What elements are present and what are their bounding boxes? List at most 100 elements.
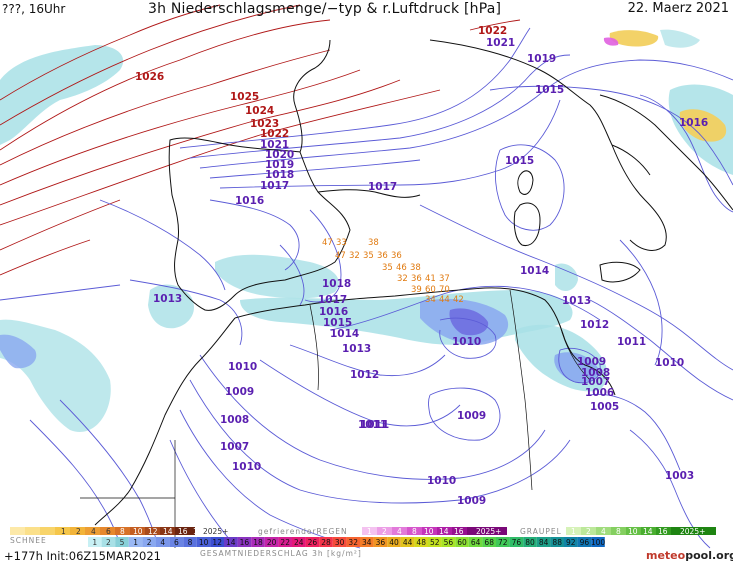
legend-label: 56	[444, 538, 454, 547]
isobar-1024	[0, 69, 361, 186]
legend-swatch	[10, 527, 25, 535]
coast-sicily	[599, 261, 641, 283]
isobar-labels-high: 1026 1025 1024 1023 1022 1022	[135, 25, 507, 140]
legend-total-title: GESAMTNIEDERSCHLAG 3h [kg/m²]	[200, 549, 362, 558]
coastlines	[80, 39, 733, 548]
legend-swatch	[88, 537, 102, 547]
legend-label: 8	[188, 538, 193, 547]
legend-label: 12	[212, 538, 222, 547]
legend-label: 5	[120, 538, 125, 547]
isobar-1026	[0, 19, 331, 151]
legend-swatch	[523, 537, 537, 547]
isobar-extra-1	[0, 4, 301, 126]
iso-label: 1009	[225, 386, 254, 398]
isobar-1017	[219, 99, 561, 189]
border-2	[509, 289, 533, 491]
legend-label: 6	[174, 538, 179, 547]
legend-label: 1	[133, 538, 138, 547]
legend-swatch	[596, 527, 611, 535]
iso-label: 1013	[153, 293, 182, 305]
legend-label: 2	[382, 527, 387, 536]
rain-label: 46	[396, 263, 407, 273]
legend-label: 10	[424, 527, 434, 536]
iso-label: 1010	[452, 336, 481, 348]
isobar-1009-tun	[558, 347, 601, 384]
isobar-extra-3	[0, 199, 121, 251]
isobar-1010-alg	[439, 317, 497, 359]
iso-label: 1014	[330, 328, 359, 340]
isobar-1013-mid	[329, 285, 601, 331]
freezing-alps	[603, 37, 619, 46]
legend-swatch	[115, 527, 130, 535]
iso-label: 1021	[486, 37, 515, 49]
legend-swatch	[264, 537, 279, 547]
legend-label: 8	[120, 527, 125, 536]
precip-algeria-strong	[449, 308, 489, 336]
coast-iberia	[168, 137, 351, 311]
legend-swatch	[224, 537, 238, 547]
isobar-1022b	[469, 19, 521, 31]
legend-swatch	[467, 527, 507, 535]
legend-graupel: GRAUPEL 1 2 4 8 10 14 16 2025+	[520, 527, 716, 536]
isobar-1022a	[0, 89, 441, 226]
legend-swatch	[175, 527, 195, 535]
legend-total-precip: 1 2 5 1 2 4 6 8 10 12 14 16 18 20 22 24 26 28 30 32 34 36 40 44…	[88, 537, 605, 547]
iso-label: 1008	[581, 367, 610, 379]
rain-label: 35	[363, 251, 374, 261]
rain-label: 35	[382, 263, 393, 273]
legend-swatch	[373, 537, 388, 547]
legend-label: 2	[147, 538, 152, 547]
legend-swatch	[183, 537, 197, 547]
border-3	[559, 324, 591, 381]
isobar-1009	[189, 379, 571, 504]
legend-label: 12	[148, 527, 158, 536]
rain-label: 47	[335, 251, 346, 261]
legend-swatch	[482, 537, 496, 547]
iso-label: 1012	[580, 319, 609, 331]
iso-label: 1019	[265, 159, 294, 171]
iso-label: 1023	[250, 118, 279, 130]
isobar-1012-east	[589, 299, 733, 401]
iso-label: 1016	[235, 195, 264, 207]
legend-label: 14	[226, 538, 236, 547]
isobar-1009-south	[428, 387, 501, 441]
legend-label: 76	[512, 538, 522, 547]
legend-swatch	[611, 527, 626, 535]
iso-label: 1016	[319, 306, 348, 318]
isobar-1007	[169, 439, 231, 541]
isobar-extra-2	[0, 4, 221, 101]
brand-logo[interactable]: meteopool.org	[646, 549, 733, 562]
rain-label: 36	[411, 274, 422, 284]
legend-label: 2	[106, 538, 111, 547]
isobar-1015-tyrr	[495, 144, 565, 231]
legend-swatch	[377, 527, 392, 535]
coast-italy	[429, 39, 667, 251]
legend-label: 8	[412, 527, 417, 536]
precip-west-spain	[148, 284, 195, 329]
precip-tunisia-core	[554, 352, 599, 382]
iso-label: 1009	[577, 356, 606, 368]
legend-swatch	[496, 537, 510, 547]
legend-label: 84	[539, 538, 549, 547]
precip-atlantic-nw	[0, 45, 124, 145]
precip-atlantic-w-core	[0, 334, 37, 369]
iso-label: 1010	[232, 461, 261, 473]
legend-swatch	[346, 537, 360, 547]
precip-atlantic-w	[0, 319, 111, 432]
legend-label: 20	[267, 538, 277, 547]
legend-label: 32	[348, 538, 358, 547]
iso-label: 1022	[478, 25, 507, 37]
legend-label: 18	[253, 538, 263, 547]
iso-label: 1018	[322, 278, 351, 290]
isobar-1018	[209, 159, 421, 179]
rain-label: 47	[322, 238, 333, 248]
iso-label: 1007	[220, 441, 249, 453]
legend-label: 92	[566, 538, 576, 547]
legend-swatch	[145, 527, 160, 535]
rain-label: 42	[453, 295, 464, 305]
isobar-1021	[179, 27, 531, 149]
legend-swatch	[55, 527, 70, 535]
iso-label: 1009	[457, 495, 486, 507]
legend-swatch	[319, 537, 333, 547]
legend-freezing-title: gefrierenderREGEN	[258, 527, 348, 536]
